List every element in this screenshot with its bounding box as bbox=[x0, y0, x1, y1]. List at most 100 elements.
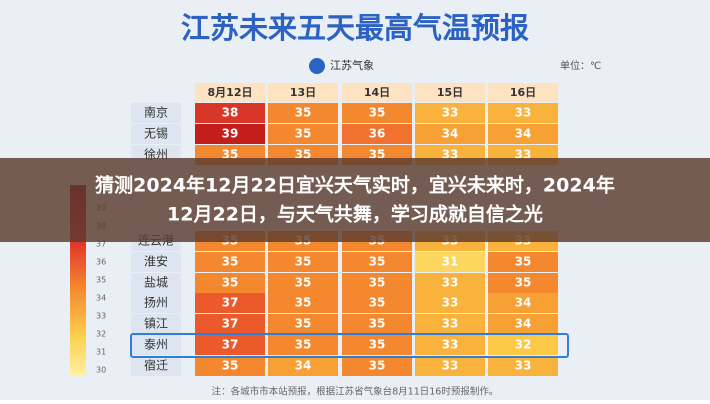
cell bbox=[415, 293, 485, 313]
column-header-bg bbox=[195, 83, 265, 102]
column-header-bg bbox=[268, 83, 338, 102]
city: 宿迁 bbox=[144, 358, 168, 373]
cell bbox=[268, 293, 338, 313]
cell bbox=[268, 252, 338, 272]
column-header-bg bbox=[488, 83, 558, 102]
cell bbox=[488, 103, 558, 123]
column-header: 15日 bbox=[437, 86, 463, 99]
cell-value: 32 bbox=[515, 338, 532, 352]
cell bbox=[488, 273, 558, 293]
cell bbox=[342, 314, 412, 334]
city: 泰州 bbox=[144, 338, 168, 352]
column-header: 13日 bbox=[290, 86, 316, 99]
logo-icon bbox=[309, 58, 325, 74]
cell-value: 33 bbox=[515, 359, 532, 373]
cell-value: 35 bbox=[222, 255, 239, 269]
cell bbox=[342, 293, 412, 313]
cell bbox=[415, 103, 485, 123]
cell bbox=[488, 314, 558, 334]
cell-value: 34 bbox=[515, 127, 532, 141]
column-header-bg bbox=[342, 83, 412, 102]
cell-value: 33 bbox=[442, 317, 459, 331]
cell-value: 35 bbox=[369, 276, 386, 290]
banner-line: 猜测2024年12月22日宜兴天气实时，宜兴未来时，2024年 bbox=[95, 174, 615, 197]
cell-value: 33 bbox=[442, 276, 459, 290]
cell bbox=[268, 356, 338, 376]
cell-value: 35 bbox=[369, 359, 386, 373]
cell bbox=[195, 252, 265, 272]
city-bg bbox=[131, 314, 181, 334]
cell bbox=[488, 335, 558, 355]
cell bbox=[195, 273, 265, 293]
city-bg bbox=[131, 124, 181, 144]
column-header: 16日 bbox=[510, 86, 536, 99]
cell-value: 35 bbox=[369, 338, 386, 352]
cell bbox=[195, 103, 265, 123]
column-header: 14日 bbox=[364, 86, 390, 99]
cell-value: 35 bbox=[295, 338, 312, 352]
note: 注：各城市市本站预报，根据江苏省气象台8月11日16时预报制作。 bbox=[212, 386, 499, 398]
cell bbox=[342, 124, 412, 144]
city-bg bbox=[131, 103, 181, 123]
cell-value: 34 bbox=[295, 359, 312, 373]
cell-value: 35 bbox=[515, 255, 532, 269]
city: 淮安 bbox=[144, 254, 168, 269]
cell-value: 35 bbox=[222, 276, 239, 290]
city-bg bbox=[131, 252, 181, 272]
cell-value: 38 bbox=[222, 106, 239, 120]
scale-label: 36 bbox=[96, 258, 106, 267]
city-bg bbox=[131, 273, 181, 293]
cell-value: 33 bbox=[442, 338, 459, 352]
cell-value: 34 bbox=[442, 127, 459, 141]
scale-label: 33 bbox=[96, 312, 106, 321]
cell bbox=[488, 293, 558, 313]
cell-value: 35 bbox=[295, 296, 312, 310]
cell-value: 35 bbox=[295, 276, 312, 290]
scale-label: 34 bbox=[96, 294, 106, 303]
cell bbox=[488, 124, 558, 144]
cell-value: 35 bbox=[369, 106, 386, 120]
city: 徐州 bbox=[144, 147, 168, 162]
scale-label: 37 bbox=[96, 240, 106, 249]
cell bbox=[342, 273, 412, 293]
city-bg bbox=[131, 356, 181, 376]
cell bbox=[342, 252, 412, 272]
cell bbox=[415, 356, 485, 376]
cell bbox=[195, 356, 265, 376]
city: 南京 bbox=[144, 105, 168, 120]
cell bbox=[488, 356, 558, 376]
cell bbox=[195, 314, 265, 334]
cell-value: 33 bbox=[442, 359, 459, 373]
cell bbox=[268, 314, 338, 334]
scale-label: 31 bbox=[96, 348, 106, 357]
cell-value: 35 bbox=[295, 255, 312, 269]
cell-value: 35 bbox=[369, 296, 386, 310]
city: 无锡 bbox=[144, 126, 168, 141]
cell-value: 34 bbox=[515, 296, 532, 310]
cell-value: 35 bbox=[369, 255, 386, 269]
cell-value: 35 bbox=[295, 106, 312, 120]
cell-value: 35 bbox=[369, 317, 386, 331]
cell bbox=[268, 335, 338, 355]
cell-value: 37 bbox=[222, 317, 239, 331]
cell bbox=[195, 335, 265, 355]
cell-value: 33 bbox=[515, 106, 532, 120]
cell bbox=[488, 252, 558, 272]
cell bbox=[342, 356, 412, 376]
scale-label: 30 bbox=[96, 366, 106, 375]
city-bg bbox=[131, 335, 181, 355]
cell-value: 31 bbox=[442, 255, 459, 269]
cell-value: 37 bbox=[222, 296, 239, 310]
city: 盐城 bbox=[144, 276, 168, 290]
title: 江苏未来五天最高气温预报 bbox=[181, 11, 529, 45]
banner-line: 12月22日，与天气共舞，学习成就自信之光 bbox=[167, 203, 543, 226]
cell bbox=[415, 335, 485, 355]
cell bbox=[415, 314, 485, 334]
highlight-box bbox=[130, 333, 569, 358]
cell bbox=[415, 124, 485, 144]
cell-value: 39 bbox=[222, 127, 239, 141]
cell-value: 33 bbox=[442, 296, 459, 310]
cell-value: 34 bbox=[515, 317, 532, 331]
cell-value: 35 bbox=[295, 127, 312, 141]
